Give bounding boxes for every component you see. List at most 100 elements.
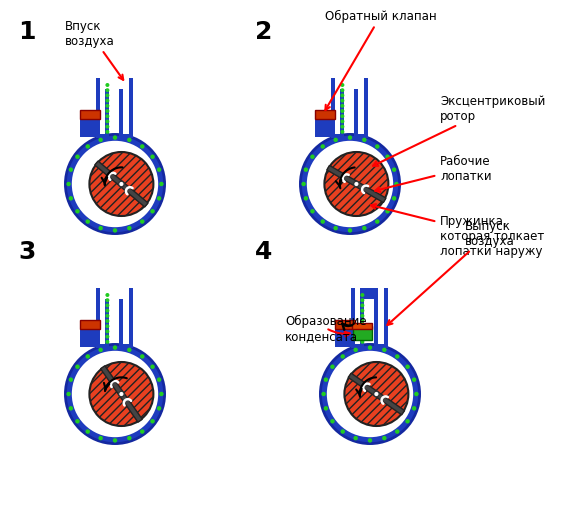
- Circle shape: [304, 196, 308, 201]
- Text: Пружинка,
которая толкает
лопатки наружу: Пружинка, которая толкает лопатки наружу: [371, 205, 544, 258]
- Text: 1: 1: [18, 20, 36, 44]
- Circle shape: [323, 378, 328, 382]
- Text: Рабочие
лопатки: Рабочие лопатки: [375, 155, 492, 192]
- Circle shape: [157, 196, 161, 201]
- Circle shape: [90, 153, 154, 216]
- Circle shape: [394, 182, 398, 187]
- Circle shape: [321, 220, 325, 224]
- Bar: [100, 289, 105, 345]
- Circle shape: [362, 138, 367, 143]
- Circle shape: [86, 145, 90, 150]
- Circle shape: [86, 430, 90, 434]
- Circle shape: [127, 227, 132, 231]
- Circle shape: [345, 362, 408, 426]
- Bar: [335, 325, 355, 347]
- Circle shape: [140, 145, 145, 150]
- Bar: [315, 111, 335, 120]
- Bar: [352, 323, 372, 329]
- Circle shape: [340, 120, 345, 124]
- Bar: [123, 289, 128, 345]
- Circle shape: [368, 346, 372, 350]
- Bar: [354, 83, 367, 139]
- Circle shape: [69, 378, 73, 382]
- Circle shape: [340, 125, 345, 129]
- Bar: [80, 115, 100, 137]
- Circle shape: [127, 348, 132, 352]
- Circle shape: [301, 135, 400, 234]
- Circle shape: [333, 138, 338, 143]
- Circle shape: [340, 99, 345, 103]
- Circle shape: [340, 89, 345, 93]
- Text: Впуск
воздуха: Впуск воздуха: [65, 20, 123, 81]
- Circle shape: [105, 304, 110, 308]
- Circle shape: [347, 229, 352, 233]
- Circle shape: [360, 299, 364, 303]
- Bar: [351, 288, 387, 299]
- Circle shape: [360, 319, 364, 323]
- Circle shape: [150, 365, 155, 369]
- Circle shape: [360, 309, 364, 313]
- Circle shape: [327, 351, 413, 437]
- Circle shape: [374, 391, 379, 397]
- Circle shape: [72, 351, 158, 437]
- Circle shape: [340, 110, 345, 114]
- Circle shape: [113, 346, 117, 350]
- Circle shape: [360, 340, 364, 344]
- Circle shape: [66, 135, 165, 234]
- Circle shape: [69, 196, 73, 201]
- Circle shape: [66, 345, 165, 444]
- Bar: [100, 74, 128, 90]
- Circle shape: [360, 304, 364, 308]
- Circle shape: [105, 330, 110, 334]
- Circle shape: [105, 130, 110, 134]
- Circle shape: [360, 325, 364, 328]
- Circle shape: [304, 168, 308, 173]
- Bar: [80, 325, 100, 347]
- Circle shape: [66, 392, 71, 397]
- Bar: [355, 289, 360, 345]
- Bar: [331, 78, 367, 90]
- Bar: [358, 79, 363, 135]
- Circle shape: [105, 319, 110, 323]
- Circle shape: [86, 355, 90, 359]
- Bar: [123, 79, 128, 135]
- Circle shape: [395, 430, 400, 434]
- Circle shape: [150, 155, 155, 160]
- Circle shape: [150, 419, 155, 423]
- Circle shape: [127, 138, 132, 143]
- Bar: [96, 288, 132, 299]
- Circle shape: [159, 182, 163, 187]
- Circle shape: [307, 142, 393, 228]
- Circle shape: [392, 168, 396, 173]
- Text: 4: 4: [255, 240, 272, 264]
- Circle shape: [333, 227, 338, 231]
- Circle shape: [360, 314, 364, 318]
- Circle shape: [75, 419, 80, 423]
- Circle shape: [105, 115, 110, 119]
- Circle shape: [113, 136, 117, 140]
- Text: Образование
конденсата: Образование конденсата: [285, 315, 367, 343]
- Circle shape: [75, 210, 80, 214]
- Circle shape: [69, 406, 73, 411]
- Circle shape: [105, 84, 110, 88]
- Circle shape: [105, 314, 110, 318]
- Circle shape: [75, 365, 80, 369]
- Bar: [351, 293, 364, 349]
- Circle shape: [66, 182, 71, 187]
- Circle shape: [157, 168, 161, 173]
- Polygon shape: [101, 366, 142, 422]
- Bar: [80, 111, 100, 120]
- Circle shape: [98, 227, 103, 231]
- Circle shape: [340, 115, 345, 119]
- Circle shape: [301, 182, 306, 187]
- Circle shape: [347, 136, 352, 140]
- Circle shape: [140, 430, 145, 434]
- Circle shape: [105, 293, 110, 297]
- Circle shape: [75, 155, 80, 160]
- Circle shape: [105, 89, 110, 93]
- Polygon shape: [327, 166, 386, 203]
- Circle shape: [105, 125, 110, 129]
- Circle shape: [323, 406, 328, 411]
- Circle shape: [321, 392, 326, 397]
- Circle shape: [105, 110, 110, 114]
